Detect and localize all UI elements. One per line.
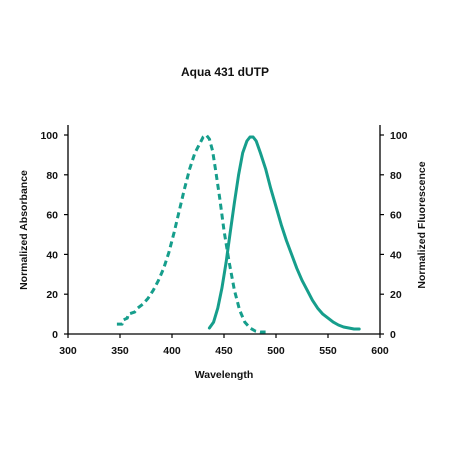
left-y-tick-label: 20: [46, 289, 58, 301]
x-tick-label: 400: [163, 345, 181, 357]
fluorescence-line: [207, 135, 361, 331]
right-y-tick-label: 100: [390, 130, 408, 142]
right-y-tick-label: 40: [390, 249, 402, 261]
left-y-axis-label: Normalized Absorbance: [18, 170, 30, 290]
left-y-tick-label: 80: [46, 170, 58, 182]
x-tick-label: 550: [319, 345, 337, 357]
left-y-tick-label: 0: [52, 329, 58, 341]
x-tick-label: 450: [215, 345, 233, 357]
absorbance-line: [116, 133, 266, 334]
left-y-tick-label: 40: [46, 249, 58, 261]
left-y-tick-label: 100: [40, 130, 58, 142]
left-y-tick-label: 60: [46, 210, 58, 222]
chart-title: Aqua 431 dUTP: [181, 65, 269, 79]
right-y-tick-label: 60: [390, 210, 402, 222]
x-axis-label: Wavelength: [195, 369, 254, 381]
right-y-axis-label: Normalized Fluorescence: [416, 161, 428, 288]
right-y-tick-label: 80: [390, 170, 402, 182]
x-tick-label: 300: [59, 345, 77, 357]
x-tick-label: 600: [371, 345, 389, 357]
right-y-tick-label: 20: [390, 289, 402, 301]
x-tick-label: 500: [267, 345, 285, 357]
right-y-tick-label: 0: [390, 329, 396, 341]
x-tick-label: 350: [111, 345, 129, 357]
